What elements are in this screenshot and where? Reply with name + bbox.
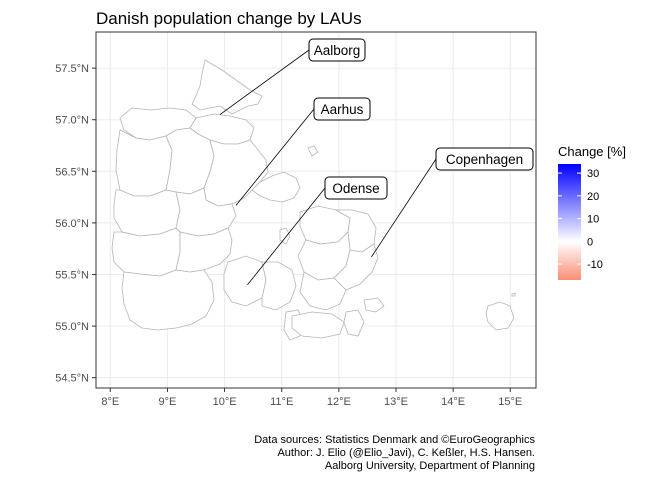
label-box-aarhus [313,97,371,121]
x-tick-label: 15°E [498,396,522,408]
legend: Change [%] 30 20 10 0 -10 [558,144,626,280]
caption-line-3: Aalborg University, Department of Planni… [325,460,535,472]
legend-tick-label: 0 [587,236,593,248]
x-tick-label: 10°E [213,396,237,408]
label-box-odense [324,176,388,200]
legend-tick-label: 30 [587,168,599,180]
municipality-falster [343,309,365,337]
municipality-vejle [175,227,233,273]
municipality-central-east [203,139,269,207]
x-tick-label: 8°E [101,396,119,408]
municipality-djursland [251,171,301,203]
y-axis: 54.5°N 55.0°N 55.5°N 56.0°N 56.5°N 57.0°N 57.5… [55,63,96,385]
municipality-central-west [115,129,173,197]
y-tick-label: 56.0°N [55,218,89,230]
municipality-lolland [291,311,345,339]
municipality-zealand-south [299,271,347,311]
map-panel [95,31,537,389]
municipality-zealand-east [333,243,379,291]
municipality-esbjerg [111,227,181,277]
municipality-laeso [307,145,319,157]
municipality-funen-west [223,255,267,307]
x-tick-label: 9°E [158,396,176,408]
legend-ticks: 30 20 10 0 -10 [558,168,603,271]
municipality-vendsyssel [191,59,263,115]
municipality-ertholmene [511,292,516,297]
legend-tick-label: -10 [587,259,603,271]
y-tick-label: 54.5°N [55,373,89,385]
caption-line-1: Data sources: Statistics Denmark and ©Eu… [254,434,535,446]
leader-line-copenhagen [371,158,437,258]
legend-title: Change [%] [558,144,626,159]
legend-tick-label: 20 [587,191,599,203]
legend-tick-label: 10 [587,214,599,226]
municipality-sonderborg [121,269,215,331]
leader-line-odense [247,187,326,286]
label-box-copenhagen [435,147,534,171]
leader-line-aarhus [235,108,315,206]
map-title: Danish population change by LAUs [96,9,362,28]
label-box-aalborg [308,38,366,62]
panel-border [95,31,537,389]
label-text-copenhagen: Copenhagen [446,152,523,167]
y-tick-label: 57.0°N [55,115,89,127]
municipality-ringkobing [113,189,181,237]
municipality-bornholm [485,301,515,331]
x-axis: 8°E 9°E 10°E 11°E 12°E 13°E 14°E 15°E [101,388,522,408]
leader-line-aalborg [219,49,310,115]
label-text-odense: Odense [332,181,379,196]
denmark-municipalities [111,59,516,341]
municipality-funen-east [261,261,297,311]
city-labels: Aalborg Aarhus Odense Copenhagen [219,38,534,286]
x-tick-label: 13°E [384,396,408,408]
caption: Data sources: Statistics Denmark and ©Eu… [254,434,535,472]
legend-color-bar [558,164,581,280]
y-tick-label: 57.5°N [55,63,89,75]
x-tick-label: 12°E [327,396,351,408]
caption-line-2: Author: J. Elio (@Elio_Javi), C. Keßler,… [277,447,535,459]
municipality-mon [363,297,385,313]
label-text-aarhus: Aarhus [321,102,364,117]
municipality-samso [279,227,291,245]
x-tick-label: 14°E [441,396,465,408]
x-tick-label: 11°E [270,396,293,408]
y-tick-label: 55.0°N [55,321,89,333]
y-tick-label: 56.5°N [55,166,89,178]
label-text-aalborg: Aalborg [314,43,361,58]
y-tick-label: 55.5°N [55,269,89,281]
